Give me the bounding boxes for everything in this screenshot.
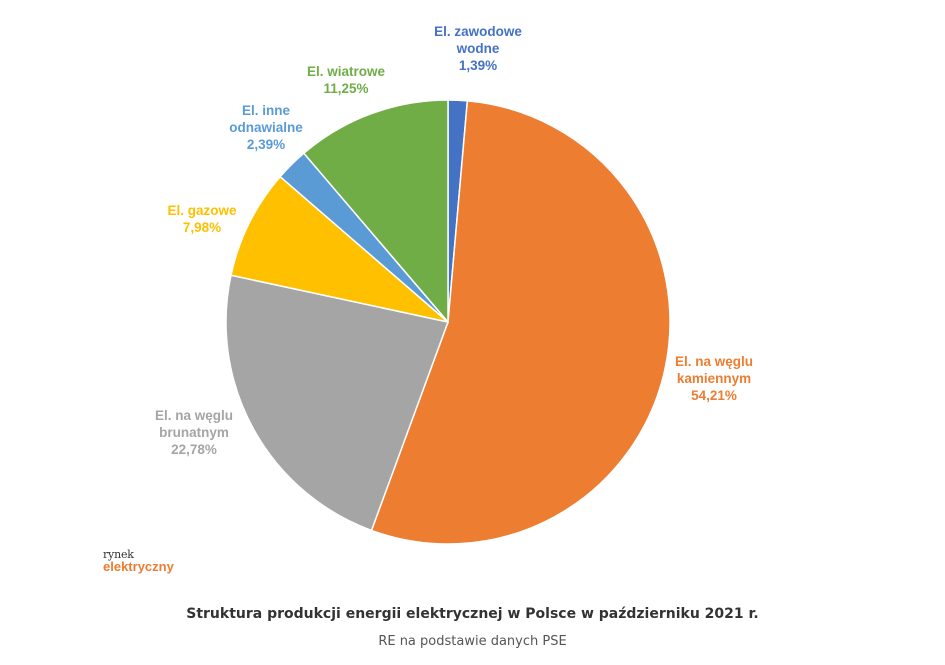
chart-caption-source: RE na podstawie danych PSE: [378, 634, 567, 649]
logo-bottom-text: elektryczny: [103, 559, 174, 574]
rynek-elektryczny-logo: rynek elektryczny: [103, 548, 174, 574]
logo-top-text: rynek: [103, 548, 134, 561]
pie-chart: El. zawodowe wodne 1,39% El. na węglu kamien…: [155, 24, 753, 545]
pie-slice-5: [302, 99, 449, 325]
pie-slice-3: [230, 175, 449, 323]
slice-label-1: El. na węglu kamiennym 54,21%: [675, 354, 753, 403]
pie-slice-2: [225, 274, 450, 532]
chart-caption-title: Struktura produkcji energii elektrycznej…: [186, 606, 759, 622]
slice-label-2: El. na węglu brunatnym 22,78%: [155, 408, 233, 457]
slice-label-0: El. zawodowe wodne 1,39%: [434, 24, 522, 73]
slice-label-4: El. inne odnawialne 2,39%: [229, 103, 303, 152]
pie-slice-1: [370, 100, 671, 545]
slice-label-3: El. gazowe 7,98%: [167, 203, 237, 235]
slice-label-5: El. wiatrowe 11,25%: [307, 64, 386, 96]
